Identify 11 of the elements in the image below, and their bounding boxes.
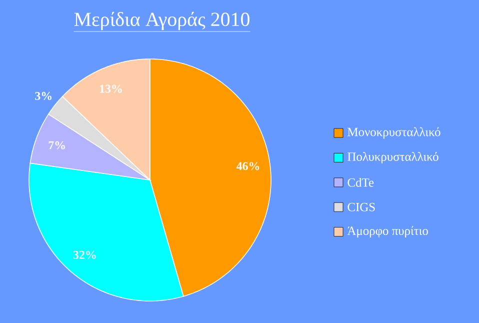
data-label: 3% <box>35 92 52 100</box>
legend-label: Πολυκρυσταλλικό <box>348 152 438 164</box>
data-label: 32% <box>73 250 96 259</box>
data-label: 13% <box>100 84 122 93</box>
legend-label: Άμορφο πυρίτιο <box>347 226 428 238</box>
chart-title: Μερίδια Αγοράς 2010 <box>74 12 250 30</box>
data-label: 7% <box>48 141 65 150</box>
legend-label: CdTe <box>348 178 374 187</box>
data-label: 46% <box>236 162 260 170</box>
legend-label: Μονοκρυσταλλικό <box>348 127 440 139</box>
legend-label: CIGS <box>348 202 375 212</box>
